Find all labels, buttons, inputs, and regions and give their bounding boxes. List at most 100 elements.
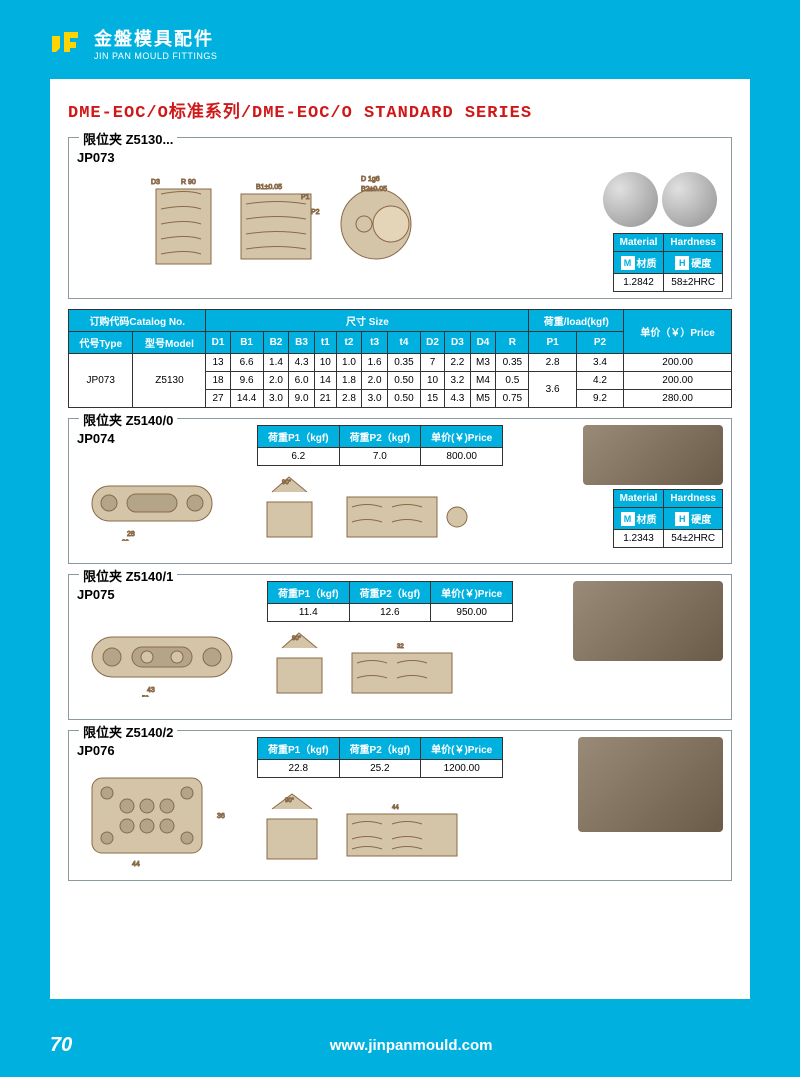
technical-drawing-side: 90° 32 (267, 628, 487, 708)
data-cell: 14.4 (230, 390, 263, 408)
data-cell: 27 (206, 390, 230, 408)
material-value: 1.2842 (613, 274, 664, 292)
p2-header: 荷重P2（kgf) (349, 582, 431, 604)
page-header: 金盤模具配件 JIN PAN MOULD FITTINGS (0, 0, 800, 71)
svg-text:44: 44 (132, 861, 140, 868)
data-cell: 21 (314, 390, 336, 408)
spec-table-jp073: 订购代码Catalog No. 尺寸 Size 荷重/load(kgf) 单价（… (68, 309, 732, 408)
data-cell: M5 (470, 390, 496, 408)
data-cell: 200.00 (624, 354, 732, 372)
price-table: 荷重P1（kgf) 荷重P2（kgf) 单价(￥)Price 6.2 7.0 8… (257, 425, 503, 466)
model-cell: Z5130 (133, 354, 206, 408)
data-cell: 2.0 (362, 372, 388, 390)
data-cell: 2.2 (445, 354, 471, 372)
data-cell: 0.35 (387, 354, 420, 372)
price-header: 单价(￥)Price (431, 582, 513, 604)
data-cell: 280.00 (624, 390, 732, 408)
svg-text:32: 32 (397, 644, 404, 650)
company-name: 金盤模具配件 JIN PAN MOULD FITTINGS (94, 25, 217, 61)
section-title: 限位夹 Z5130... (79, 129, 177, 148)
technical-drawing-side: 90° (257, 472, 487, 552)
p2-value: 25.2 (339, 760, 421, 778)
price-value: 950.00 (431, 604, 513, 622)
data-cell: 3.2 (445, 372, 471, 390)
data-cell: 0.75 (496, 390, 529, 408)
data-cell: 1.4 (263, 354, 289, 372)
p1-header: 荷重P1（kgf) (258, 738, 340, 760)
section-jp076: 限位夹 Z5140/2 JP076 (68, 730, 732, 881)
p2-value: 7.0 (339, 448, 421, 466)
hardness-header: Hardness (664, 490, 723, 508)
technical-drawing: 44 36 (77, 758, 247, 868)
data-cell: 0.35 (496, 354, 529, 372)
data-cell: 2.0 (263, 372, 289, 390)
material-header: Material (613, 234, 664, 252)
material-table: Material Hardness M材质 H硬度 1.2842 58±2HRC (613, 233, 723, 292)
technical-drawing: 28 38 (77, 446, 247, 541)
company-name-en: JIN PAN MOULD FITTINGS (94, 51, 217, 61)
material-label-row: M材质 (613, 252, 664, 274)
p1-value: 11.4 (268, 604, 350, 622)
svg-text:53: 53 (142, 696, 149, 697)
price-header: 单价(￥)Price (421, 738, 503, 760)
section-title: 限位夹 Z5140/0 (79, 410, 177, 429)
product-photo (603, 169, 723, 229)
price-header: 单价（￥）Price (624, 310, 732, 354)
hardness-value: 58±2HRC (664, 274, 723, 292)
catalog-page: DME-EOC/O标准系列/DME-EOC/O STANDARD SERIES … (50, 79, 750, 999)
page-footer: 70 www.jinpanmould.com (0, 1034, 800, 1057)
data-cell: 1.6 (362, 354, 388, 372)
part-code: JP075 (77, 587, 257, 602)
hardness-header: Hardness (664, 234, 723, 252)
price-table: 荷重P1（kgf) 荷重P2（kgf) 单价(￥)Price 11.4 12.6… (267, 581, 513, 622)
svg-text:P2: P2 (311, 209, 320, 216)
material-header: Material (613, 490, 664, 508)
p2-value: 12.6 (349, 604, 431, 622)
data-cell: 3.0 (263, 390, 289, 408)
data-cell: 9.0 (289, 390, 315, 408)
company-name-cn: 金盤模具配件 (94, 25, 217, 51)
data-cell: 2.8 (336, 390, 362, 408)
data-cell: M3 (470, 354, 496, 372)
p1-value: 22.8 (258, 760, 340, 778)
data-cell: 1.0 (336, 354, 362, 372)
data-cell: 9.2 (576, 390, 623, 408)
material-value: 1.2343 (613, 530, 664, 548)
load-header: 荷重/load(kgf) (529, 310, 624, 332)
data-cell: M4 (470, 372, 496, 390)
data-cell: 4.3 (445, 390, 471, 408)
p1-header: 荷重P1（kgf) (258, 426, 340, 448)
part-code: JP073 (77, 150, 723, 165)
p2-header: 荷重P2（kgf) (339, 738, 421, 760)
svg-text:44: 44 (392, 805, 399, 811)
svg-text:D 1g6: D 1g6 (361, 176, 380, 183)
technical-drawing-side: 90° 44 (257, 784, 487, 869)
page-number: 70 (50, 1034, 72, 1057)
col-header: R (496, 332, 529, 354)
section-jp075: 限位夹 Z5140/1 JP075 43 53 (68, 574, 732, 720)
data-cell: 18 (206, 372, 230, 390)
p1-value: 6.2 (258, 448, 340, 466)
p2-header: 荷重P2（kgf) (339, 426, 421, 448)
col-header: P1 (529, 332, 576, 354)
col-header: P2 (576, 332, 623, 354)
data-cell: 3.4 (576, 354, 623, 372)
col-header: D4 (470, 332, 496, 354)
section-title: 限位夹 Z5140/1 (79, 566, 177, 585)
svg-text:B2±0.05: B2±0.05 (361, 186, 387, 193)
part-code: JP074 (77, 431, 247, 446)
data-cell: 14 (314, 372, 336, 390)
table-row: JP073Z5130136.61.44.3101.01.60.3572.2M30… (69, 354, 732, 372)
hardness-value: 54±2HRC (664, 530, 723, 548)
section-title: 限位夹 Z5140/2 (79, 722, 177, 741)
part-code: JP076 (77, 743, 247, 758)
price-value: 800.00 (421, 448, 503, 466)
data-cell: 10 (421, 372, 445, 390)
size-header: 尺寸 Size (206, 310, 529, 332)
product-photo (583, 425, 723, 485)
product-photo (573, 581, 723, 661)
data-cell: 200.00 (624, 372, 732, 390)
col-header: t2 (336, 332, 362, 354)
data-cell: 1.8 (336, 372, 362, 390)
col-header: t3 (362, 332, 388, 354)
